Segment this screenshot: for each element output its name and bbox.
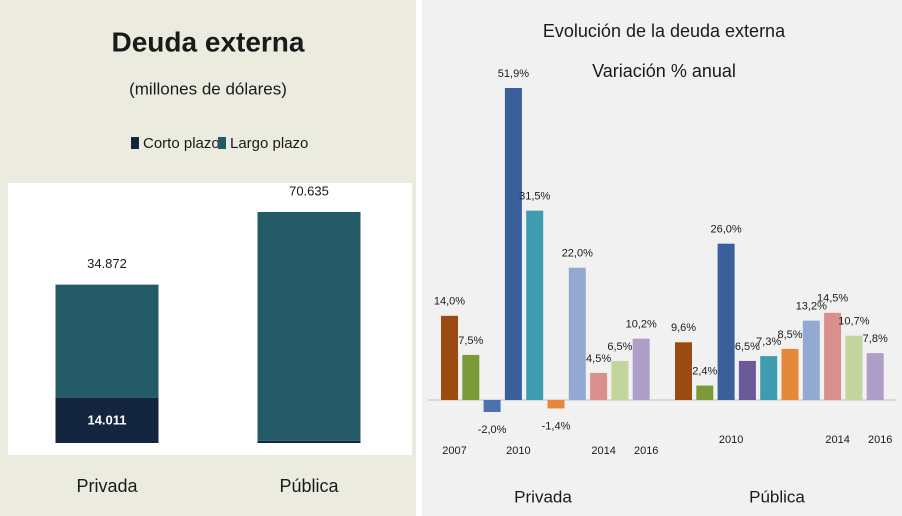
value-label: 51,9% [498, 68, 529, 80]
chart-subtitle: (millones de dólares) [129, 79, 287, 98]
value-label: 14,0% [434, 296, 465, 308]
value-label: 8,5% [777, 329, 802, 341]
value-label: 14,5% [817, 293, 848, 305]
x-tick-label: 2007 [442, 445, 466, 457]
value-label: 10,2% [626, 319, 657, 331]
value-label: 26,0% [710, 224, 741, 236]
bar [547, 400, 565, 409]
value-label: 13,2% [796, 301, 827, 313]
x-tick-label: 2010 [506, 445, 530, 457]
value-label: 10,7% [838, 316, 869, 328]
group-label: Pública [749, 487, 805, 506]
bar [632, 338, 650, 400]
value-label: 9,6% [671, 322, 696, 334]
value-label: 7,5% [458, 335, 483, 347]
legend-label: Corto plazo [143, 135, 220, 152]
legend-swatch [218, 137, 226, 149]
category-label: Pública [279, 476, 339, 496]
legend-swatch [131, 137, 139, 149]
legend-label: Largo plazo [230, 135, 308, 152]
bar [760, 356, 778, 400]
right-panel [422, 0, 902, 516]
value-label: 34.872 [87, 256, 127, 271]
bar [824, 312, 842, 400]
bar [696, 385, 714, 400]
bar [568, 267, 586, 400]
bar [845, 335, 863, 400]
value-label: -1,4% [542, 420, 571, 432]
group-label: Privada [514, 487, 572, 506]
bar [717, 243, 735, 400]
x-tick-label: 2014 [591, 445, 615, 457]
bar [441, 315, 458, 400]
value-label: 6,5% [607, 341, 632, 353]
category-label: Privada [76, 476, 138, 496]
x-tick-label: 2010 [719, 434, 743, 446]
x-tick-label: 2016 [634, 445, 658, 457]
bar [526, 210, 544, 400]
value-label: 7,3% [756, 336, 781, 348]
chart-title: Deuda externa [112, 26, 305, 57]
bar [781, 348, 799, 400]
bar [462, 354, 480, 400]
value-label: 31,5% [519, 191, 550, 203]
bar [504, 88, 522, 400]
bar [866, 353, 884, 400]
value-label: 14.011 [87, 412, 126, 427]
value-label: 22,0% [562, 248, 593, 260]
chart-subtitle: Variación % anual [592, 61, 736, 81]
value-label: 4,5% [586, 353, 611, 365]
bar [590, 372, 608, 400]
bar-segment [257, 440, 361, 443]
value-label: 7,8% [863, 333, 888, 345]
value-label: -2,0% [478, 424, 507, 436]
bar [483, 400, 501, 413]
bar [675, 342, 692, 400]
bar-segment [55, 284, 159, 398]
bar-segment [257, 212, 361, 441]
bar [802, 320, 820, 400]
x-tick-label: 2016 [868, 434, 892, 446]
value-label: 6,5% [735, 341, 760, 353]
chart-title: Evolución de la deuda externa [543, 21, 786, 41]
bar [738, 360, 756, 400]
x-tick-label: 2014 [825, 434, 849, 446]
value-label: 70.635 [289, 183, 329, 198]
bar [611, 360, 629, 400]
bar-segment [55, 397, 159, 443]
value-label: 2,4% [692, 365, 717, 377]
